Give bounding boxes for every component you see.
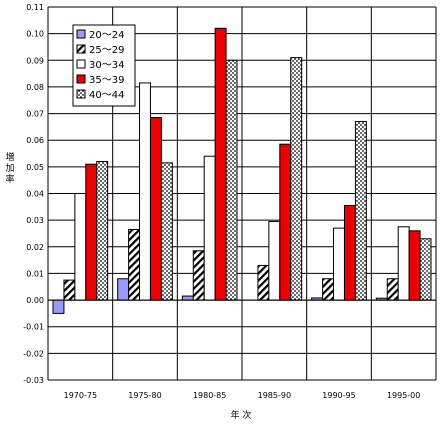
- legend-swatch: [76, 74, 86, 84]
- bar: [160, 162, 173, 301]
- bar: [181, 295, 194, 301]
- axes: [47, 7, 437, 380]
- y-axis-title-char: 増: [5, 151, 14, 163]
- y-tick-label: 0.11: [26, 3, 44, 12]
- x-tick-label: 1990-95: [322, 391, 355, 400]
- bar: [85, 163, 98, 301]
- legend-swatch: [76, 89, 86, 99]
- bar: [279, 143, 292, 301]
- x-tick-label: 1995-00: [387, 391, 420, 400]
- bar: [257, 264, 270, 301]
- bar: [408, 230, 421, 301]
- bar: [322, 278, 335, 301]
- bars: [52, 27, 432, 314]
- bar: [63, 279, 76, 301]
- bar: [386, 278, 399, 301]
- legend-label: 20～24: [89, 30, 124, 41]
- y-tick-label: 0.02: [26, 243, 44, 252]
- y-tick-label: -0.01: [23, 323, 44, 332]
- legend-swatch: [76, 59, 86, 69]
- legend-swatch: [76, 29, 86, 39]
- y-tick-label: -0.03: [23, 376, 44, 385]
- y-tick-label: -0.02: [23, 349, 44, 358]
- y-tick-label: 0.07: [26, 110, 44, 119]
- x-tick-label: 1985-90: [258, 391, 291, 400]
- bar: [333, 227, 345, 301]
- y-tick-label: 0.04: [26, 190, 44, 199]
- bar: [419, 238, 432, 301]
- bar: [354, 121, 367, 301]
- y-axis-title-char: 加: [5, 163, 14, 174]
- legend-label: 30～34: [89, 60, 124, 71]
- bar: [290, 57, 303, 301]
- x-tick-label: 1970-75: [64, 391, 97, 400]
- bar: [225, 59, 238, 301]
- y-tick-label: 0.01: [26, 269, 44, 278]
- bar: [96, 161, 109, 301]
- bar: [397, 226, 410, 301]
- bar: [52, 299, 65, 314]
- bar: [268, 220, 281, 301]
- bar: [214, 27, 227, 301]
- y-tick-label: 0.06: [26, 136, 44, 145]
- legend-label: 25～29: [89, 45, 124, 56]
- y-tick-label: 0.10: [26, 30, 44, 39]
- y-axis-title: 増加率: [5, 151, 14, 185]
- y-tick-label: 0.05: [26, 163, 44, 172]
- bar: [343, 204, 356, 301]
- bar: [203, 155, 216, 301]
- legend-label: 35～39: [89, 75, 124, 86]
- x-tick-label: 1980-85: [193, 391, 226, 400]
- x-tick-labels: 1970-75 1975-80 1980-85 1985-90 1990-95 1995-…: [64, 391, 421, 400]
- y-tick-label: 0.08: [26, 83, 44, 92]
- bar: [128, 228, 141, 301]
- bar: [192, 250, 205, 301]
- legend-label: 40～44: [89, 90, 124, 101]
- legend: 20～24 25～29 30～34 35～39 40～44: [72, 24, 136, 107]
- y-axis-title-char: 率: [5, 173, 14, 185]
- legend-swatch: [76, 44, 86, 54]
- y-tick-labels: -0.03 -0.02 -0.01 0.00 0.01 0.02 0.03 0.04 0.05 0…: [23, 3, 44, 385]
- bar: [74, 193, 87, 301]
- bar: [117, 278, 130, 301]
- y-tick-label: 0.00: [26, 296, 44, 305]
- bar: [139, 82, 151, 301]
- bar: [149, 117, 162, 301]
- y-tick-label: 0.03: [26, 216, 44, 225]
- x-axis-title: 年 次: [231, 409, 252, 421]
- x-tick-label: 1975-80: [128, 391, 161, 400]
- y-tick-label: 0.09: [26, 56, 44, 65]
